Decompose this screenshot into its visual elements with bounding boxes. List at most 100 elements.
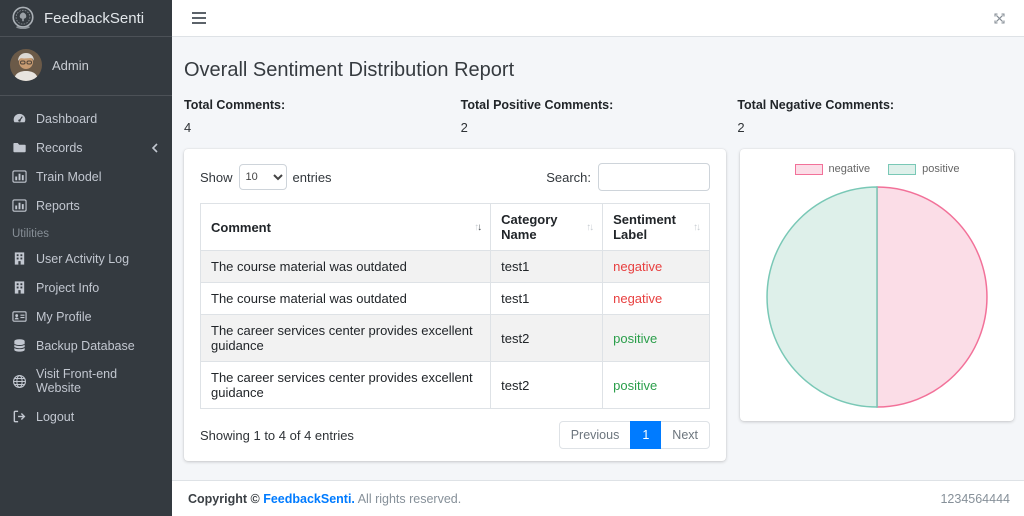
legend-item-negative[interactable]: negative bbox=[794, 163, 871, 175]
previous-page-button[interactable]: Previous bbox=[558, 421, 632, 449]
sidebar-item-label: Visit Front-end Website bbox=[36, 367, 118, 395]
sidebar: FeedbackSenti Admin Dashboard Records Tr… bbox=[0, 0, 172, 516]
sentiment-pie-chart bbox=[766, 186, 988, 408]
page-length-control: Show 10 entries bbox=[200, 164, 332, 190]
sidebar-item-dashboard[interactable]: Dashboard bbox=[0, 104, 172, 133]
table-header-row: Comment ↑↓ Category Name ↑↓ Sentiment Labe… bbox=[199, 203, 710, 251]
comment-cell: The career services center provides exce… bbox=[199, 361, 492, 409]
chart-legend: negative positive bbox=[740, 163, 1014, 175]
sidebar-item-label: Reports bbox=[36, 198, 80, 213]
sidebar-item-backup-database[interactable]: Backup Database bbox=[0, 331, 172, 360]
chart-bar-icon bbox=[12, 170, 27, 183]
copyright-prefix: Copyright © bbox=[188, 491, 260, 506]
table-row: The course material was outdated test1 n… bbox=[199, 250, 710, 283]
sidebar-item-reports[interactable]: Reports bbox=[0, 191, 172, 220]
search-control: Search: bbox=[546, 163, 710, 191]
sentiment-cell: negative bbox=[602, 282, 710, 315]
chart-bar-icon bbox=[12, 199, 27, 212]
stat-total-comments: Total Comments: 4 bbox=[184, 98, 461, 135]
footer-brand-link[interactable]: FeedbackSenti. bbox=[263, 491, 355, 506]
globe-icon bbox=[13, 374, 26, 388]
sidebar-item-logout[interactable]: Logout bbox=[0, 402, 172, 431]
sidebar-item-visit-frontend[interactable]: Visit Front-end Website bbox=[0, 360, 172, 402]
search-input[interactable] bbox=[598, 163, 710, 191]
next-page-button[interactable]: Next bbox=[660, 421, 710, 449]
sidebar-toggle-button[interactable] bbox=[188, 8, 210, 28]
comment-cell: The course material was outdated bbox=[199, 250, 492, 283]
comment-cell: The career services center provides exce… bbox=[199, 314, 492, 362]
table-info: Showing 1 to 4 of 4 entries bbox=[200, 427, 354, 443]
comment-cell: The course material was outdated bbox=[199, 282, 492, 315]
stats-row: Total Comments: 4 Total Positive Comment… bbox=[184, 98, 1014, 135]
sort-icon: ↑↓ bbox=[693, 221, 701, 233]
sidebar-nav: Dashboard Records Train Model Reports Ut… bbox=[0, 96, 172, 431]
stat-total-positive: Total Positive Comments: 2 bbox=[461, 98, 738, 135]
sidebar-item-label: Train Model bbox=[36, 169, 102, 184]
logout-icon bbox=[13, 410, 26, 423]
entries-label: entries bbox=[292, 169, 332, 185]
legend-label: positive bbox=[922, 163, 960, 175]
brand-link[interactable]: FeedbackSenti bbox=[0, 0, 172, 37]
table-row: The career services center provides exce… bbox=[199, 361, 710, 409]
legend-label: negative bbox=[828, 163, 871, 175]
main-area: Overall Sentiment Distribution Report To… bbox=[172, 0, 1024, 516]
category-cell: test2 bbox=[490, 361, 604, 409]
legend-swatch bbox=[794, 163, 823, 175]
page-length-select[interactable]: 10 bbox=[238, 164, 287, 190]
sidebar-item-label: My Profile bbox=[36, 309, 92, 324]
menu-icon bbox=[192, 12, 206, 24]
sidebar-section-utilities: Utilities bbox=[12, 228, 50, 240]
sidebar-item-project-info[interactable]: Project Info bbox=[0, 273, 172, 302]
sidebar-item-label: Dashboard bbox=[36, 111, 98, 126]
stat-label: Total Negative Comments: bbox=[737, 98, 895, 112]
copyright-text: Copyright © FeedbackSenti. All rights re… bbox=[188, 492, 461, 506]
sidebar-item-records[interactable]: Records bbox=[0, 133, 172, 162]
stat-value: 2 bbox=[460, 120, 468, 135]
user-panel[interactable]: Admin bbox=[0, 37, 172, 96]
column-header-category[interactable]: Category Name ↑↓ bbox=[490, 203, 604, 251]
rights-text: All rights reserved. bbox=[357, 491, 462, 506]
folder-icon bbox=[13, 143, 26, 153]
building-icon bbox=[14, 281, 25, 294]
sentiment-table: Comment ↑↓ Category Name ↑↓ Sentiment Labe… bbox=[199, 203, 710, 409]
fullscreen-button[interactable] bbox=[989, 8, 1010, 29]
stat-label: Total Positive Comments: bbox=[460, 98, 614, 112]
footer: Copyright © FeedbackSenti. All rights re… bbox=[172, 480, 1024, 516]
sidebar-item-train-model[interactable]: Train Model bbox=[0, 162, 172, 191]
table-row: The career services center provides exce… bbox=[199, 314, 710, 362]
sidebar-item-my-profile[interactable]: My Profile bbox=[0, 302, 172, 331]
sentiment-table-card: Show 10 entries Search: bbox=[184, 149, 726, 461]
category-cell: test1 bbox=[490, 282, 604, 315]
stat-label: Total Comments: bbox=[184, 98, 286, 112]
stat-total-negative: Total Negative Comments: 2 bbox=[737, 98, 1014, 135]
stat-value: 4 bbox=[184, 120, 192, 135]
page-1-button[interactable]: 1 bbox=[630, 421, 662, 449]
column-header-sentiment[interactable]: Sentiment Label ↑↓ bbox=[602, 203, 710, 251]
top-navbar bbox=[172, 0, 1024, 37]
category-cell: test1 bbox=[490, 250, 604, 283]
table-footer: Showing 1 to 4 of 4 entries Previous 1 N… bbox=[200, 421, 710, 449]
cards-row: Show 10 entries Search: bbox=[184, 149, 1014, 461]
footer-right-text: 1234564444 bbox=[940, 491, 1010, 506]
sentiment-pie-card: negative positive bbox=[740, 149, 1014, 421]
sentiment-cell: positive bbox=[602, 314, 710, 362]
sidebar-item-label: Logout bbox=[36, 409, 75, 424]
page-title: Overall Sentiment Distribution Report bbox=[184, 59, 515, 81]
pagination: Previous 1 Next bbox=[558, 421, 710, 449]
dashboard-icon bbox=[13, 113, 26, 123]
user-name: Admin bbox=[52, 57, 89, 73]
user-avatar bbox=[10, 49, 42, 81]
column-header-comment[interactable]: Comment ↑↓ bbox=[199, 203, 492, 251]
sidebar-item-label: Backup Database bbox=[36, 338, 135, 353]
sidebar-item-user-activity-log[interactable]: User Activity Log bbox=[0, 244, 172, 273]
sort-icon: ↑↓ bbox=[474, 221, 482, 233]
legend-item-positive[interactable]: positive bbox=[888, 163, 959, 175]
sidebar-item-label: Project Info bbox=[36, 280, 100, 295]
expand-arrows-icon bbox=[994, 12, 1005, 24]
database-icon bbox=[14, 339, 25, 352]
stat-value: 2 bbox=[737, 120, 745, 135]
sentiment-cell: negative bbox=[602, 250, 710, 283]
building-icon bbox=[14, 252, 25, 265]
legend-swatch bbox=[888, 163, 917, 175]
brand-title: FeedbackSenti bbox=[44, 9, 145, 27]
